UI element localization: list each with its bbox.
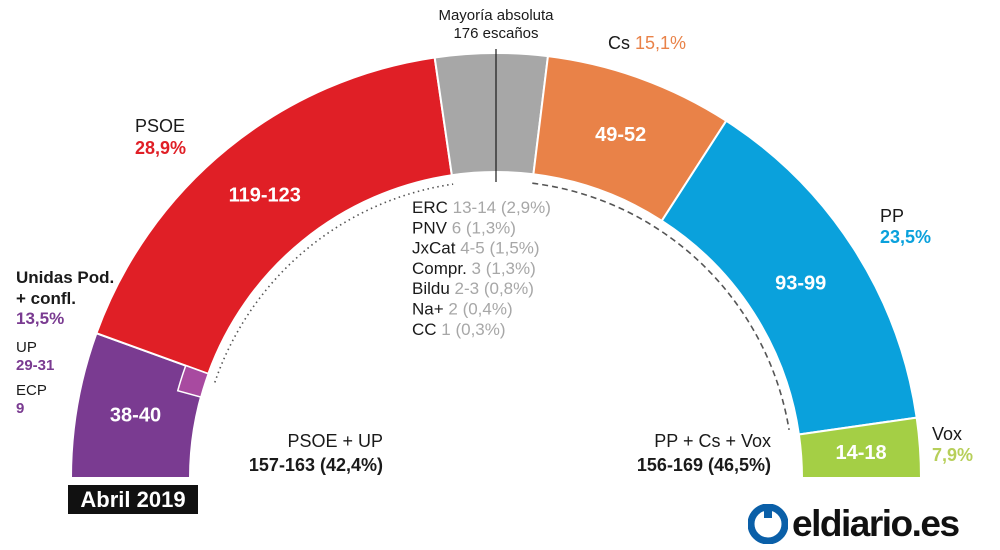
vote-pct-cs: 15,1% — [635, 33, 686, 53]
other-party-na: Na+ 2 (0,4%) — [412, 300, 513, 319]
bloc-name-left: PSOE + UP — [287, 431, 383, 451]
party-name-vox: Vox — [932, 424, 962, 444]
party-name-up-line2: + confl. — [16, 289, 76, 308]
party-name-pp: PP — [880, 206, 904, 226]
other-detail-compr: 3 (1,3%) — [472, 259, 536, 278]
sub-name-ecp: ECP — [16, 382, 47, 399]
other-party-erc: ERC 13-14 (2,9%) — [412, 198, 551, 217]
seats-label-vox: 14-18 — [835, 442, 886, 464]
vote-pct-up: 13,5% — [16, 309, 64, 328]
sub-seats-ecp: 9 — [16, 400, 24, 417]
vote-pct-pp: 23,5% — [880, 227, 931, 247]
eldiario-logo[interactable]: eldiario.es — [748, 500, 960, 548]
majority-seats: 176 escaños — [453, 25, 538, 42]
arc-ecp — [176, 364, 210, 398]
logo-text: eldiario.es — [792, 503, 960, 544]
sub-name-up: UP — [16, 339, 37, 356]
other-detail-pnv: 6 (1,3%) — [452, 218, 516, 237]
majority-label: Mayoría absoluta — [438, 7, 554, 24]
seats-label-cs: 49-52 — [595, 124, 646, 146]
logo-icon — [748, 504, 788, 544]
vote-pct-vox: 7,9% — [932, 445, 973, 465]
other-detail-bildu: 2-3 (0,8%) — [455, 279, 534, 298]
seats-label-up-ecp: 38-40 — [110, 405, 161, 427]
bloc-guides — [214, 49, 790, 431]
party-name-psoe: PSOE — [135, 116, 185, 136]
arc-otros — [433, 52, 550, 177]
other-party-compr: Compr. 3 (1,3%) — [412, 259, 536, 278]
bloc-guide-left — [214, 183, 454, 383]
vote-pct-psoe: 28,9% — [135, 138, 186, 158]
other-detail-na: 2 (0,4%) — [448, 300, 512, 319]
other-party-bildu: Bildu 2-3 (0,8%) — [412, 279, 534, 298]
seats-label-pp: 93-99 — [775, 273, 826, 295]
bloc-value-right: 156-169 (46,5%) — [637, 455, 771, 475]
other-detail-erc: 13-14 (2,9%) — [453, 198, 551, 217]
other-detail-jxcat: 4-5 (1,5%) — [460, 239, 539, 258]
other-party-jxcat: JxCat 4-5 (1,5%) — [412, 239, 540, 258]
sub-seats-up: 29-31 — [16, 357, 54, 374]
other-detail-cc: 1 (0,3%) — [441, 320, 505, 339]
party-name-cs: Cs 15,1% — [608, 33, 686, 53]
arc-vox — [797, 416, 923, 479]
arc-psoe — [95, 56, 453, 376]
date-badge: Abril 2019 — [68, 485, 198, 514]
chart-labels: 38-40 119-123 49-52 93-99 14-18 Mayoría absol… — [16, 7, 973, 475]
bloc-name-right: PP + Cs + Vox — [654, 431, 771, 451]
seats-label-psoe: 119-123 — [229, 184, 301, 206]
bloc-guide-right — [532, 182, 790, 431]
hemicycle-arcs — [69, 52, 923, 479]
party-name-up-line1: Unidas Pod. — [16, 268, 114, 287]
other-party-cc: CC 1 (0,3%) — [412, 320, 506, 339]
other-party-pnv: PNV 6 (1,3%) — [412, 218, 516, 237]
bloc-value-left: 157-163 (42,4%) — [249, 455, 383, 475]
